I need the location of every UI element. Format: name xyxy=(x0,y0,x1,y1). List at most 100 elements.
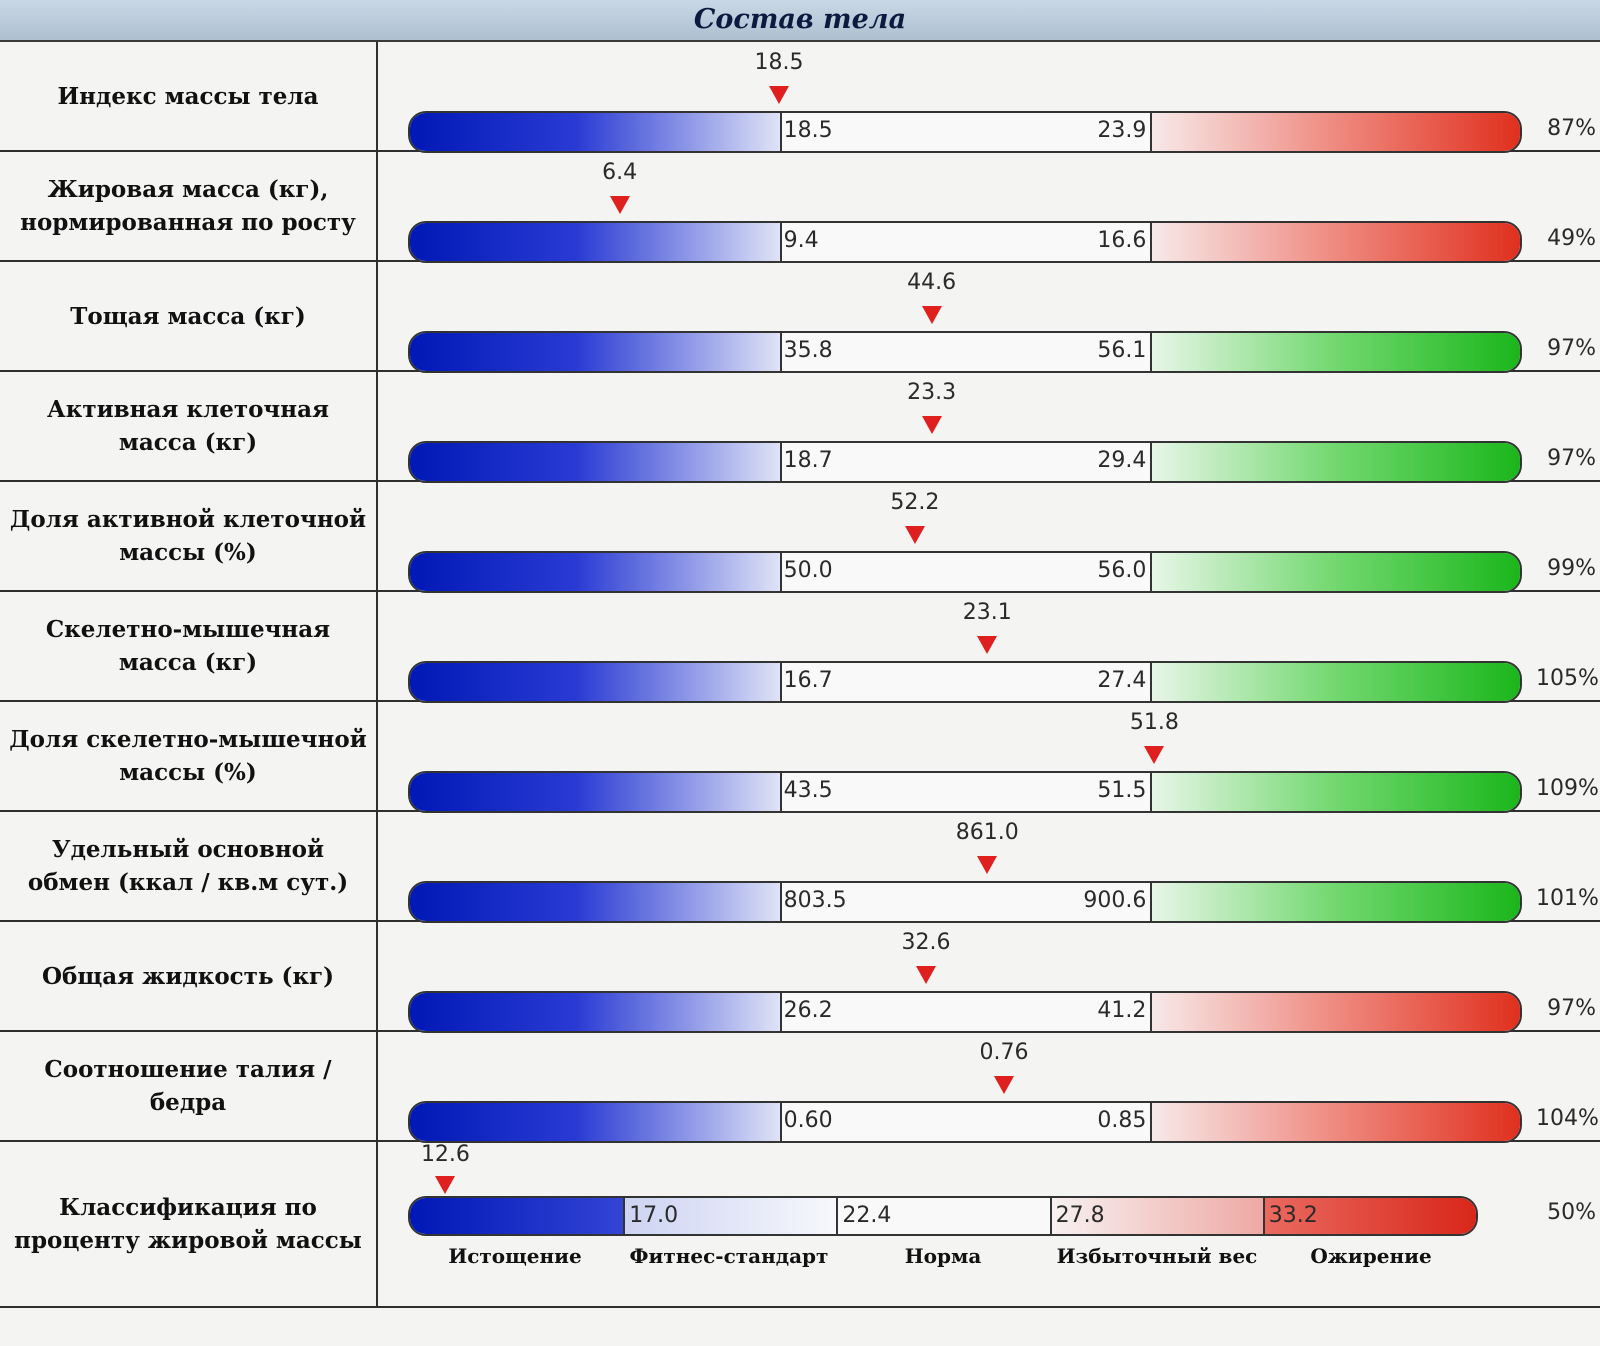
classification-threshold: 22.4 xyxy=(842,1203,892,1228)
low-zone xyxy=(410,443,780,481)
low-zone xyxy=(410,333,780,371)
range-divider xyxy=(1150,553,1153,591)
gauge: 43.5 51.5 51.8 109% xyxy=(378,702,1600,813)
marker-arrow-icon xyxy=(993,1076,1014,1094)
classification-divider xyxy=(836,1198,839,1234)
range-low-label: 18.5 xyxy=(783,118,833,143)
range-divider xyxy=(1150,1103,1153,1141)
range-low-label: 18.7 xyxy=(783,448,833,473)
normal-zone xyxy=(779,663,1151,701)
marker-value: 0.76 xyxy=(979,1040,1029,1065)
range-divider xyxy=(779,553,782,591)
range-divider xyxy=(1150,333,1153,371)
marker-value: 32.6 xyxy=(901,930,951,955)
marker-arrow-icon xyxy=(768,86,789,104)
gauge: 26.2 41.2 32.6 97% xyxy=(378,922,1600,1033)
normal-zone xyxy=(779,333,1151,371)
range-high-label: 51.5 xyxy=(1097,778,1147,803)
gauge: 0.60 0.85 0.76 104% xyxy=(378,1032,1600,1143)
range-divider xyxy=(1150,223,1153,261)
normal-zone xyxy=(779,883,1151,921)
high-zone xyxy=(1150,223,1520,261)
normal-zone xyxy=(779,1103,1151,1141)
normal-zone xyxy=(779,773,1151,811)
low-zone xyxy=(410,1103,780,1141)
high-zone xyxy=(1150,443,1520,481)
row-label: Жировая масса (кг), нормированная по рос… xyxy=(0,152,378,260)
classification-bar: 17.0 22.4 27.8 33.2 xyxy=(408,1196,1478,1236)
marker-arrow-icon xyxy=(609,196,630,214)
classification-threshold: 33.2 xyxy=(1268,1203,1318,1228)
marker-arrow-icon xyxy=(977,636,998,654)
marker-value: 6.4 xyxy=(602,160,638,185)
percent-of-norm: 105% xyxy=(1536,666,1599,691)
gauge: 18.7 29.4 23.3 97% xyxy=(378,372,1600,483)
row-label: Общая жидкость (кг) xyxy=(0,922,378,1030)
percent-of-norm: 109% xyxy=(1536,776,1599,801)
classification-zone xyxy=(1262,1198,1476,1234)
range-divider xyxy=(779,223,782,261)
range-bar: 0.60 0.85 xyxy=(408,1101,1522,1143)
gauge: 9.4 16.6 6.4 49% xyxy=(378,152,1600,263)
high-zone xyxy=(1150,553,1520,591)
low-zone xyxy=(410,223,780,261)
range-high-label: 23.9 xyxy=(1097,118,1147,143)
table-row: Индекс массы тела 18.5 23.9 18.5 87% xyxy=(0,42,1600,153)
low-zone xyxy=(410,553,780,591)
range-divider xyxy=(1150,993,1153,1031)
table-row: Активная клеточная масса (кг) 18.7 29.4 23.… xyxy=(0,372,1600,483)
range-bar: 43.5 51.5 xyxy=(408,771,1522,813)
row-label: Соотношение талия / бедра xyxy=(0,1032,378,1140)
low-zone xyxy=(410,883,780,921)
classification-row: Классификация по проценту жировой массы 1… xyxy=(0,1142,1600,1308)
high-zone xyxy=(1150,113,1520,151)
range-divider xyxy=(1150,113,1153,151)
range-bar: 18.7 29.4 xyxy=(408,441,1522,483)
table-row: Тощая масса (кг) 35.8 56.1 44.6 97% xyxy=(0,262,1600,373)
high-zone xyxy=(1150,883,1520,921)
range-bar: 18.5 23.9 xyxy=(408,111,1522,153)
range-low-label: 43.5 xyxy=(783,778,833,803)
normal-zone xyxy=(779,113,1151,151)
low-zone xyxy=(410,663,780,701)
range-divider xyxy=(1150,663,1153,701)
classification-zone xyxy=(836,1198,1050,1234)
marker-arrow-icon xyxy=(916,966,936,984)
gauge: 16.7 27.4 23.1 105% xyxy=(378,592,1600,703)
range-bar: 16.7 27.4 xyxy=(408,661,1522,703)
classification-zone xyxy=(410,1198,624,1234)
range-divider xyxy=(1150,883,1153,921)
classification-threshold: 27.8 xyxy=(1055,1203,1105,1228)
classification-category: Ожирение xyxy=(1310,1244,1432,1268)
range-divider xyxy=(779,663,782,701)
range-high-label: 900.6 xyxy=(1083,888,1147,913)
body-composition-table: Индекс массы тела 18.5 23.9 18.5 87% Жировая … xyxy=(0,42,1600,1308)
classification-gauge: 17.0 22.4 27.8 33.2 12.6 50% Истощение Фитнес-с… xyxy=(378,1142,1600,1306)
range-low-label: 0.60 xyxy=(783,1108,833,1133)
table-row: Соотношение талия / бедра 0.60 0.85 0.76 104… xyxy=(0,1032,1600,1143)
range-bar: 50.0 56.0 xyxy=(408,551,1522,593)
percent-of-norm: 87% xyxy=(1547,116,1596,141)
classification-divider xyxy=(623,1198,626,1234)
marker-arrow-icon xyxy=(921,306,942,324)
range-low-label: 35.8 xyxy=(783,338,833,363)
gauge: 50.0 56.0 52.2 99% xyxy=(378,482,1600,593)
low-zone xyxy=(410,993,780,1031)
range-divider xyxy=(779,773,782,811)
range-divider xyxy=(779,1103,782,1141)
window-title: Состав тела xyxy=(693,4,907,35)
row-label: Активная клеточная масса (кг) xyxy=(0,372,378,480)
range-bar: 35.8 56.1 xyxy=(408,331,1522,373)
range-high-label: 29.4 xyxy=(1097,448,1147,473)
range-bar: 26.2 41.2 xyxy=(408,991,1522,1033)
range-high-label: 56.0 xyxy=(1097,558,1147,583)
range-low-label: 803.5 xyxy=(783,888,847,913)
classification-category: Норма xyxy=(904,1244,982,1268)
marker-value: 861.0 xyxy=(955,820,1019,845)
classification-threshold: 17.0 xyxy=(629,1203,679,1228)
high-zone xyxy=(1150,333,1520,371)
marker-value: 44.6 xyxy=(907,270,957,295)
range-divider xyxy=(1150,773,1153,811)
marker-value: 52.2 xyxy=(890,490,940,515)
